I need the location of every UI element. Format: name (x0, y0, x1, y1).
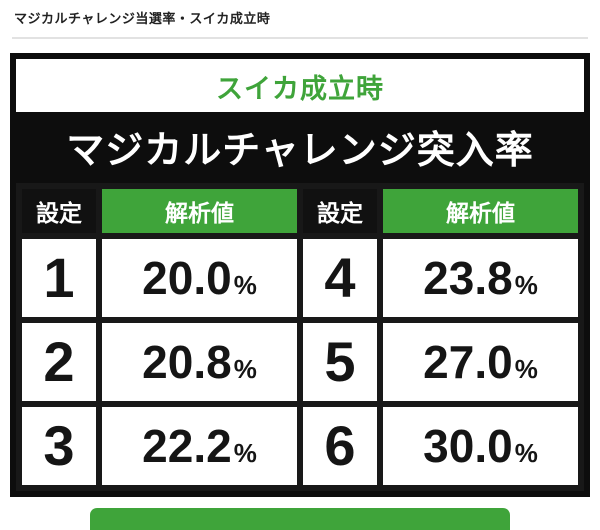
col-header-value-right: 解析値 (383, 189, 578, 233)
value-cell-5: 27.0% (383, 323, 578, 401)
setting-cell-3: 3 (22, 407, 96, 485)
setting-cell-6: 6 (303, 407, 377, 485)
setting-cell-1: 1 (22, 239, 96, 317)
value-number: 20.8 (142, 336, 232, 388)
percent-sign: % (233, 438, 257, 468)
percent-sign: % (233, 270, 257, 300)
value-number: 22.2 (142, 420, 232, 472)
value-cell-6: 30.0% (383, 407, 578, 485)
panel-title: マジカルチャレンジ突入率 (16, 112, 584, 183)
next-section-header-partial (90, 508, 510, 530)
rate-table: 設定 解析値 設定 解析値 1 20.0% 4 23.8% 2 20.8% 5 … (16, 183, 584, 491)
percent-sign: % (514, 438, 538, 468)
value-cell-1: 20.0% (102, 239, 297, 317)
page-header: マジカルチャレンジ当選率・スイカ成立時 (0, 0, 600, 28)
percent-sign: % (514, 354, 538, 384)
divider (12, 37, 588, 39)
value-number: 23.8 (423, 252, 513, 304)
setting-cell-4: 4 (303, 239, 377, 317)
value-number: 30.0 (423, 420, 513, 472)
setting-cell-2: 2 (22, 323, 96, 401)
setting-cell-5: 5 (303, 323, 377, 401)
panel-subtitle: スイカ成立時 (16, 59, 584, 112)
rate-table-panel: スイカ成立時 マジカルチャレンジ突入率 設定 解析値 設定 解析値 1 20.0… (10, 53, 590, 497)
percent-sign: % (233, 354, 257, 384)
value-cell-4: 23.8% (383, 239, 578, 317)
col-header-setting-left: 設定 (22, 189, 96, 233)
col-header-value-left: 解析値 (102, 189, 297, 233)
page-title: マジカルチャレンジ当選率・スイカ成立時 (14, 11, 271, 26)
value-cell-2: 20.8% (102, 323, 297, 401)
value-number: 27.0 (423, 336, 513, 388)
percent-sign: % (514, 270, 538, 300)
value-cell-3: 22.2% (102, 407, 297, 485)
value-number: 20.0 (142, 252, 232, 304)
col-header-setting-right: 設定 (303, 189, 377, 233)
